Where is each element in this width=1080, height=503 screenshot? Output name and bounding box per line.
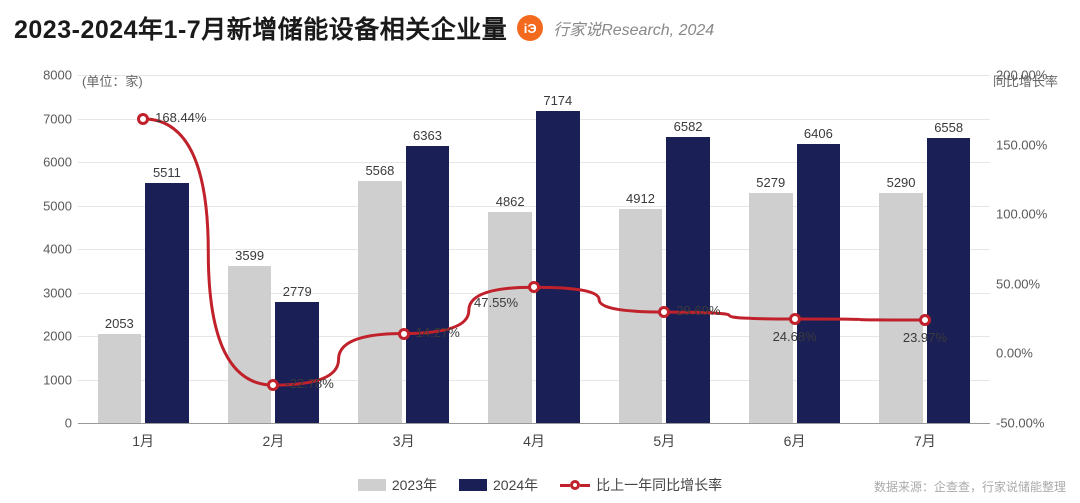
legend-label: 比上一年同比增长率	[596, 475, 722, 495]
x-tick: 5月	[653, 431, 675, 451]
y-left-tick: 3000	[43, 285, 72, 300]
y-left-tick: 0	[65, 416, 72, 431]
y-left-tick: 8000	[43, 68, 72, 83]
line-value-label: 14.27%	[416, 325, 460, 340]
line-value-label: 29.69%	[676, 303, 720, 318]
growth-line	[78, 75, 990, 423]
y-left-tick: 4000	[43, 242, 72, 257]
plot-area: 010002000300040005000600070008000-50.00%…	[78, 75, 990, 423]
legend-item: 2023年	[358, 475, 437, 495]
y-right-title: 同比增长率	[993, 71, 1058, 90]
y-right-tick: 50.00%	[996, 276, 1040, 291]
x-tick: 6月	[784, 431, 806, 451]
y-left-tick: 7000	[43, 111, 72, 126]
legend-swatch	[459, 479, 487, 491]
chart: 010002000300040005000600070008000-50.00%…	[18, 75, 1062, 458]
x-tick: 7月	[914, 431, 936, 451]
line-marker	[267, 379, 279, 391]
y-right-tick: 150.00%	[996, 137, 1047, 152]
y-right-tick: -50.00%	[996, 416, 1044, 431]
line-value-label: 23.97%	[903, 330, 947, 345]
x-tick: 3月	[393, 431, 415, 451]
line-value-label: 24.68%	[773, 329, 817, 344]
legend-label: 2024年	[493, 475, 538, 495]
y-right-tick: 0.00%	[996, 346, 1033, 361]
y-left-tick: 2000	[43, 329, 72, 344]
line-marker	[398, 328, 410, 340]
line-value-label: 47.55%	[474, 295, 518, 310]
x-axis-line	[78, 423, 990, 424]
legend-item: 比上一年同比增长率	[560, 475, 722, 495]
research-credit: 行家说Research, 2024	[553, 16, 714, 40]
legend-label: 2023年	[392, 475, 437, 495]
line-marker	[789, 313, 801, 325]
y-left-tick: 5000	[43, 198, 72, 213]
x-tick: 1月	[132, 431, 154, 451]
line-marker	[137, 113, 149, 125]
brand-logo-icon: iЭ	[517, 15, 543, 41]
page-title: 2023-2024年1-7月新增储能设备相关企业量	[14, 10, 507, 46]
legend-item: 2024年	[459, 475, 538, 495]
y-right-tick: 100.00%	[996, 207, 1047, 222]
x-tick: 4月	[523, 431, 545, 451]
line-marker	[658, 306, 670, 318]
data-source: 数据来源：企查查，行家说储能整理	[874, 478, 1066, 495]
line-value-label: 168.44%	[155, 110, 206, 125]
line-marker	[919, 314, 931, 326]
header: 2023-2024年1-7月新增储能设备相关企业量 iЭ 行家说Research…	[14, 10, 714, 46]
legend-swatch	[358, 479, 386, 491]
legend-line-icon	[560, 480, 590, 490]
y-left-tick: 6000	[43, 155, 72, 170]
y-left-tick: 1000	[43, 372, 72, 387]
x-tick: 2月	[263, 431, 285, 451]
line-marker	[528, 281, 540, 293]
line-value-label: -22.78%	[285, 376, 333, 391]
